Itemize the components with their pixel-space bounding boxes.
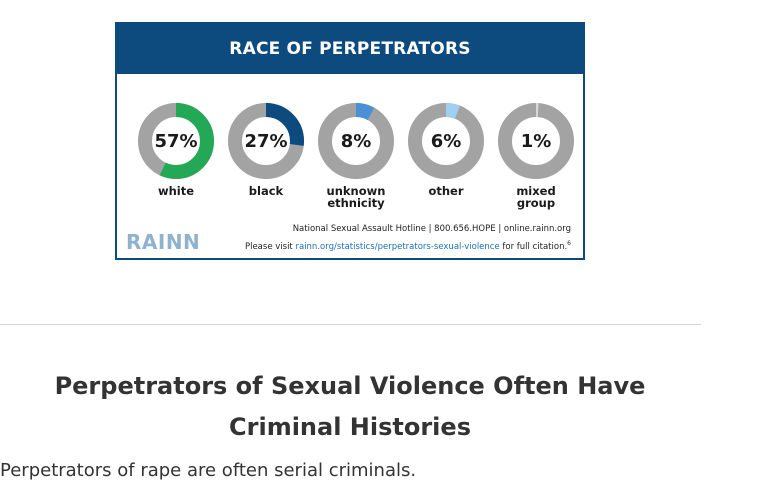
donut-row: 57% white 27% black	[131, 102, 581, 209]
donut-segment-mixed-group	[498, 103, 574, 179]
donut-percent: 8%	[340, 130, 372, 152]
donut-percent: 1%	[520, 130, 552, 152]
donut-black: 27% black	[221, 102, 311, 209]
section-divider	[0, 324, 701, 325]
donut-label: white	[157, 184, 195, 198]
section-heading: Perpetrators of Sexual Violence Often Ha…	[54, 372, 646, 441]
donut-mixed-group: 1% mixed group	[491, 102, 581, 209]
donut-ring-unknown-ethnicity	[318, 103, 394, 179]
donut-segment-white	[138, 103, 214, 179]
citation-footnote[interactable]: 6	[567, 240, 571, 247]
race-of-perpetrators-infographic: RACE OF PERPETRATORS 57% white	[115, 22, 585, 260]
citation-link[interactable]: rainn.org/statistics/perpetrators-sexual…	[295, 241, 500, 252]
donut-segment-unknown-ethnicity	[318, 103, 394, 179]
donut-other: 6% other	[401, 102, 491, 209]
donut-label: mixed group	[516, 184, 556, 210]
citation-prefix: Please visit	[244, 241, 293, 252]
donut-white: 57% white	[131, 102, 221, 209]
donut-segment-other	[408, 103, 484, 179]
donut-ring-other	[408, 103, 484, 179]
donut-percent: 57%	[154, 130, 198, 152]
donut-segment-black	[228, 103, 304, 179]
donut-ring-white	[138, 103, 214, 179]
donut-percent: 6%	[430, 130, 462, 152]
donut-unknown-ethnicity: 8% unknown ethnicity	[311, 102, 401, 209]
donut-ring-black	[228, 103, 304, 179]
hotline-text: National Sexual Assault Hotline | 800.65…	[292, 224, 571, 234]
citation-text: Please visit rainn.org/statistics/perpet…	[245, 240, 571, 252]
donut-percent: 27%	[244, 130, 288, 152]
donut-label: black	[248, 184, 284, 198]
donut-label: unknown ethnicity	[326, 184, 386, 210]
citation-suffix: for full citation.	[502, 241, 568, 252]
donut-ring-mixed-group	[498, 103, 574, 179]
infographic-title: RACE OF PERPETRATORS	[117, 24, 583, 74]
section-body-text: Perpetrators of rape are often serial cr…	[0, 460, 417, 481]
rainn-logo: RAINN	[126, 230, 201, 254]
donut-label: other	[428, 184, 464, 198]
